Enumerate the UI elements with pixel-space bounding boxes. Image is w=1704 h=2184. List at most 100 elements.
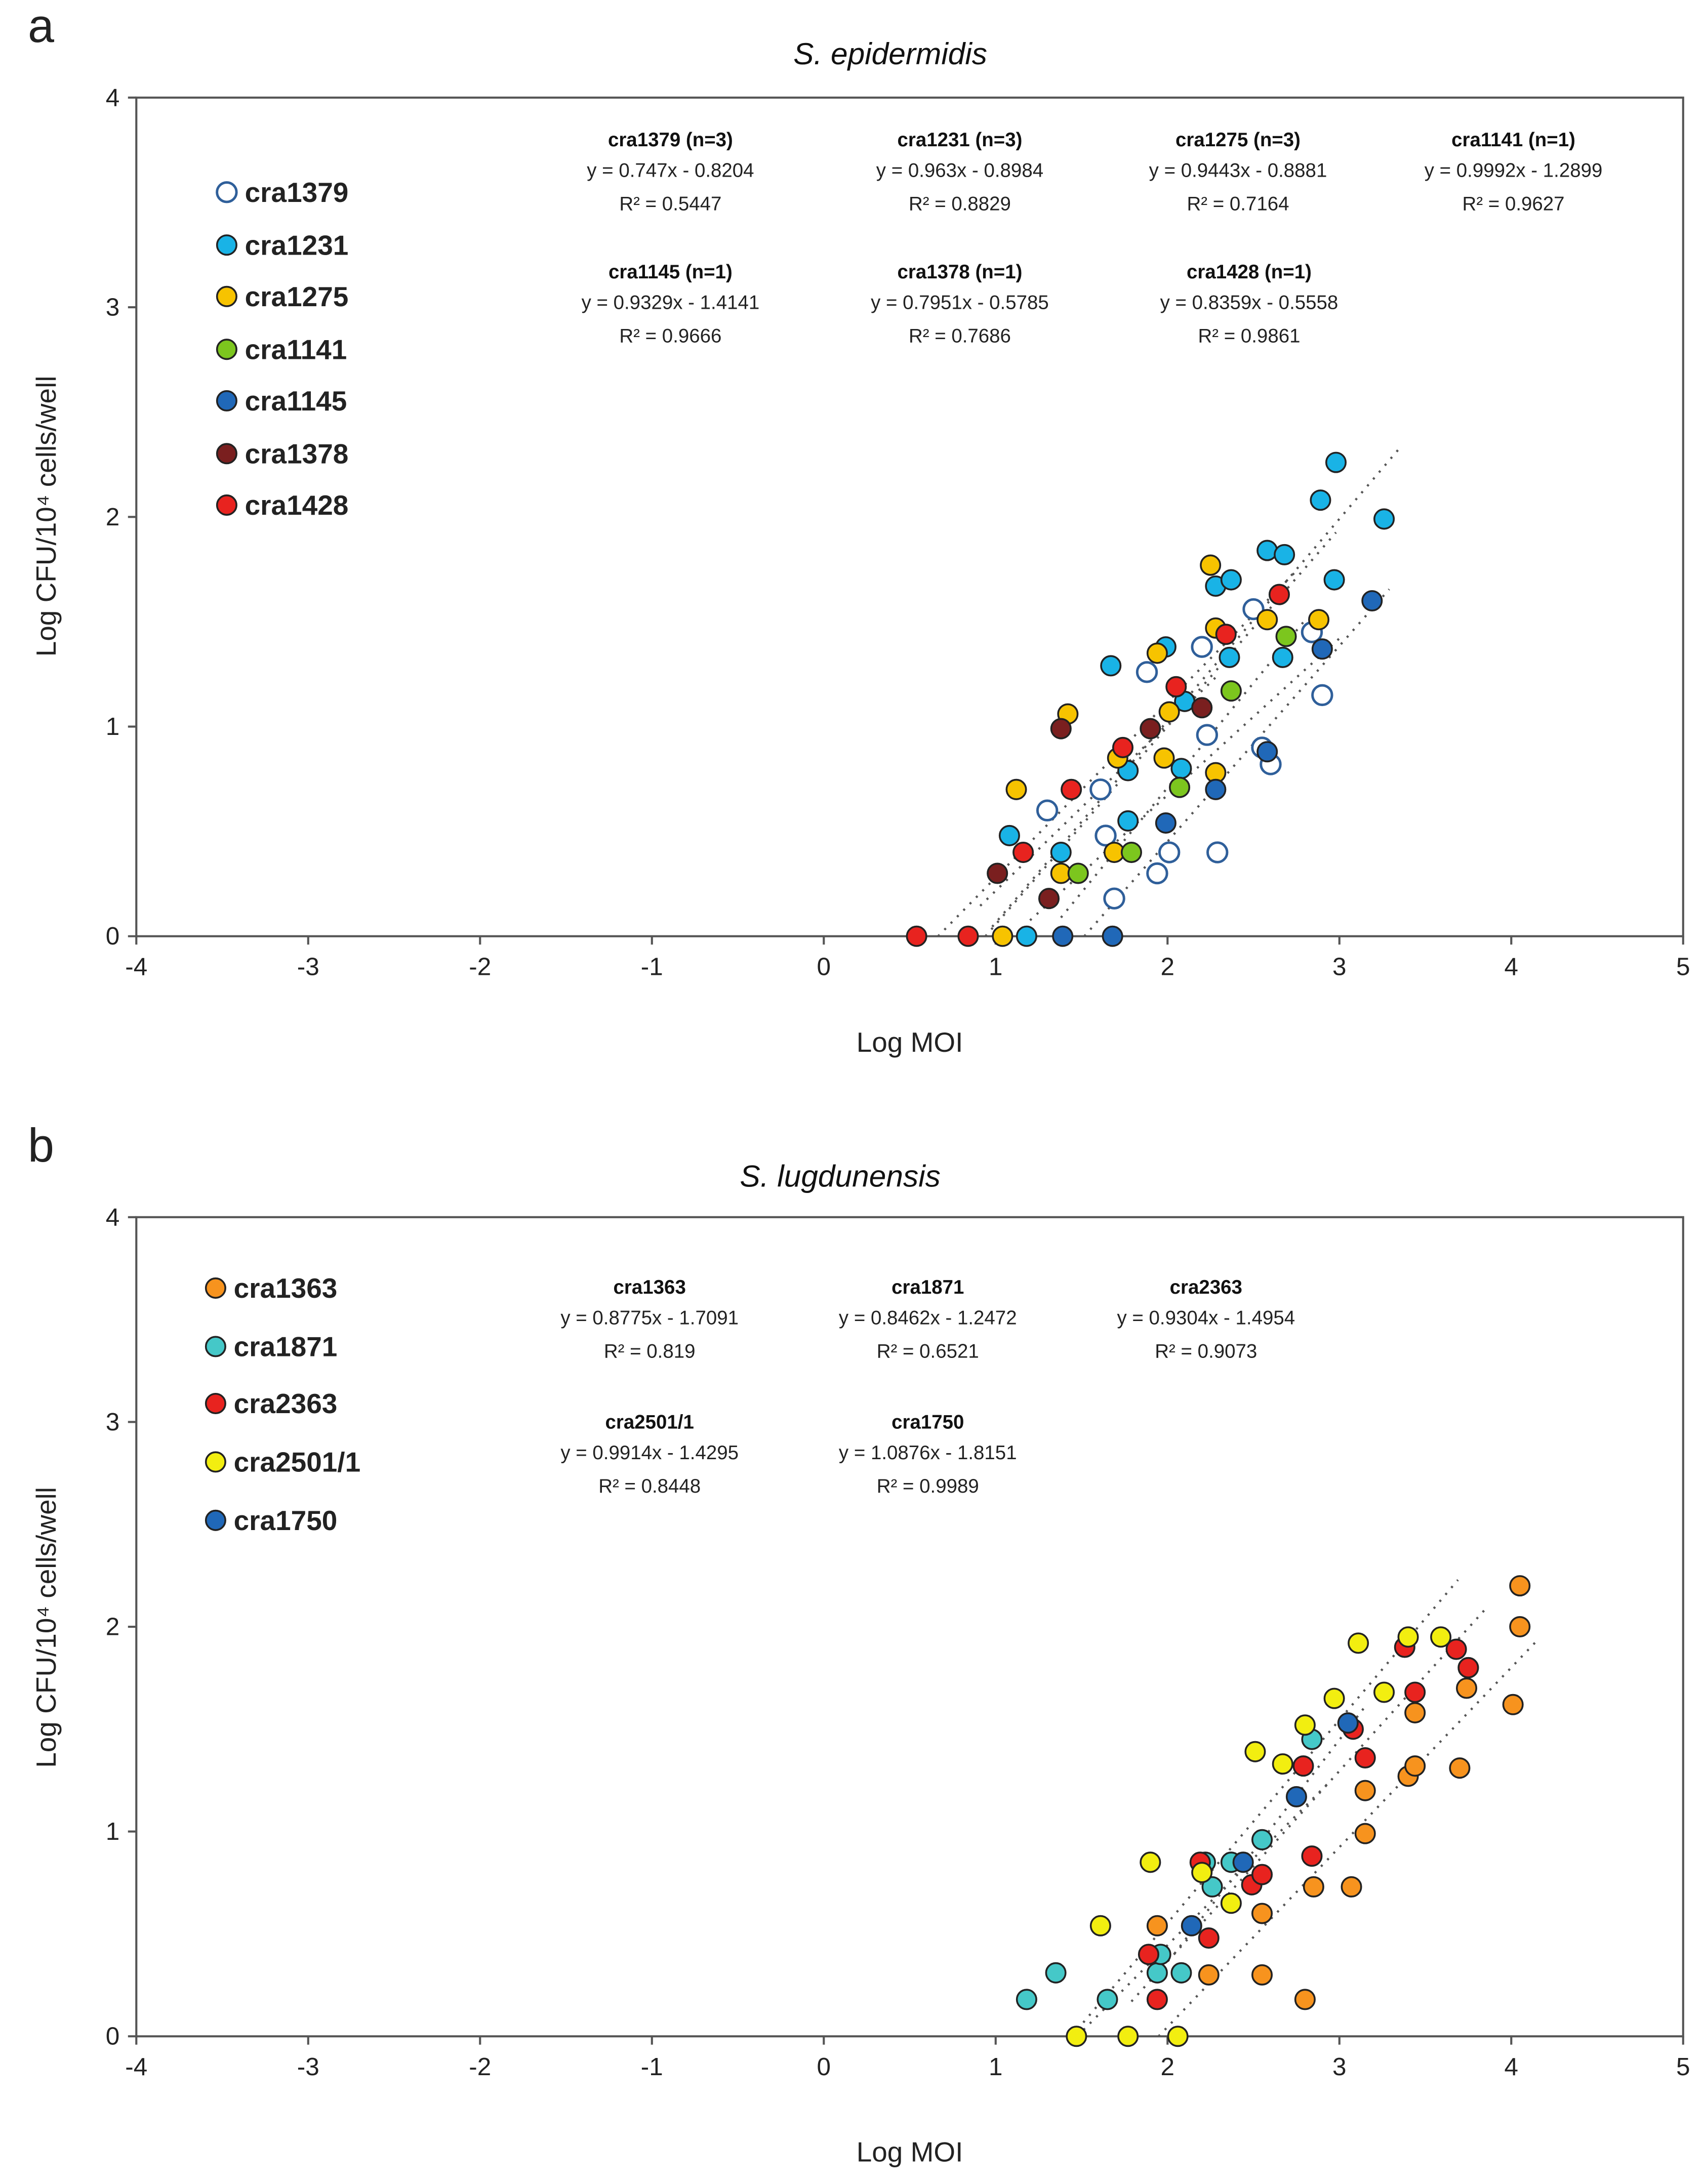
annotation-equation: y = 1.0876x - 1.8151: [839, 1442, 1017, 1464]
x-tick-label: -4: [125, 2053, 147, 2081]
data-point: [1146, 642, 1168, 664]
data-point: [1016, 925, 1037, 947]
annotation-equation: y = 0.9914x - 1.4295: [560, 1442, 739, 1464]
annotation-title: cra1275 (n=3): [1175, 129, 1301, 151]
data-point: [1045, 1962, 1067, 1984]
data-point: [1061, 778, 1082, 800]
x-tick-label: -2: [469, 2053, 491, 2081]
panel-label: a: [28, 0, 54, 52]
data-point: [1251, 1903, 1273, 1924]
data-point: [1089, 1915, 1111, 1936]
annotation-r2: R² = 0.8829: [909, 193, 1011, 215]
annotation-equation: y = 0.9443x - 0.8881: [1149, 159, 1327, 181]
annotation-title: cra1141 (n=1): [1451, 129, 1575, 151]
data-point: [1206, 841, 1229, 863]
data-point: [1311, 638, 1333, 660]
data-point: [1102, 925, 1123, 947]
data-point: [1140, 1851, 1161, 1873]
annotation-r2: R² = 0.5447: [619, 193, 721, 215]
annotation-equation: y = 0.9329x - 1.4141: [582, 292, 760, 314]
x-tick-label: -2: [469, 953, 491, 981]
annotation-r2: R² = 0.9073: [1155, 1340, 1257, 1362]
data-point: [1191, 1862, 1213, 1883]
data-point: [1354, 1780, 1376, 1801]
trendline-cra1428: [937, 570, 1297, 937]
data-point: [1220, 680, 1242, 702]
legend-entry: cra1145: [245, 385, 347, 417]
series-cra1145: [1052, 590, 1383, 947]
legend-entry: cra2501/1: [234, 1447, 361, 1478]
data-point: [1169, 776, 1191, 798]
series-cra1231: [998, 451, 1395, 947]
legend-marker: [205, 1392, 226, 1415]
annotation-r2: R² = 0.9989: [877, 1475, 979, 1497]
annotation-title: cra2501/1: [605, 1411, 694, 1433]
data-point: [1256, 609, 1278, 631]
y-tick-label: 3: [106, 294, 120, 321]
data-point: [1146, 1915, 1168, 1936]
data-point: [1337, 1712, 1359, 1734]
x-tick-label: 3: [1332, 953, 1347, 981]
annotation-equation: y = 0.8359x - 0.5558: [1160, 292, 1338, 314]
data-point: [1301, 1845, 1323, 1867]
data-point: [1430, 1626, 1452, 1648]
data-point: [1308, 609, 1330, 631]
data-point: [1103, 887, 1125, 910]
annotation-r2: R² = 0.819: [604, 1340, 696, 1362]
annotation-r2: R² = 0.7686: [909, 325, 1011, 347]
annotation-r2: R² = 0.9627: [1463, 193, 1565, 215]
trendline-cra1378: [979, 673, 1220, 907]
data-point: [1232, 1851, 1254, 1873]
x-tick-label: -1: [641, 953, 663, 981]
annotation-title: cra1378 (n=1): [897, 261, 1022, 283]
data-point: [1094, 825, 1117, 847]
series-cra1141: [1067, 626, 1297, 884]
chart-title: S. epidermidis: [793, 36, 987, 71]
x-tick-label: 4: [1505, 2053, 1519, 2081]
annotation-equation: y = 0.8462x - 1.2472: [839, 1307, 1017, 1329]
y-tick-label: 1: [106, 713, 120, 740]
legend-entry: cra1871: [234, 1331, 338, 1363]
data-point: [998, 825, 1020, 846]
data-point: [1220, 1892, 1242, 1914]
x-tick-label: 3: [1332, 2053, 1347, 2081]
data-point: [1100, 655, 1122, 677]
data-point: [1292, 1755, 1314, 1777]
x-tick-label: -3: [297, 2053, 319, 2081]
data-point: [1256, 741, 1278, 763]
data-point: [1268, 584, 1290, 605]
data-point: [1404, 1702, 1426, 1723]
data-point: [1181, 1915, 1202, 1936]
annotation-title: cra1145 (n=1): [608, 261, 733, 283]
legend-entry: cra2363: [234, 1388, 338, 1419]
legend-marker: [216, 443, 237, 465]
data-point: [987, 862, 1008, 884]
data-point: [1354, 1823, 1376, 1844]
legend-entry: cra1141: [245, 334, 347, 365]
data-point: [1354, 1747, 1376, 1768]
x-tick-label: 0: [817, 953, 831, 981]
legend-marker: [205, 1336, 226, 1357]
series-cra1378: [987, 697, 1213, 910]
legend-marker: [205, 1277, 226, 1299]
legend-entry: cra1750: [234, 1505, 338, 1536]
data-point: [1016, 1989, 1037, 2010]
data-point: [992, 925, 1013, 947]
data-point: [1275, 626, 1297, 647]
data-point: [1311, 684, 1333, 707]
data-point: [1158, 841, 1181, 863]
data-point: [1457, 1657, 1479, 1678]
data-point: [1205, 778, 1227, 800]
data-point: [1170, 758, 1192, 779]
data-point: [1153, 747, 1175, 769]
data-point: [1404, 1755, 1426, 1777]
data-point: [1052, 925, 1074, 947]
data-point: [1449, 1757, 1471, 1779]
annotation-equation: y = 0.9992x - 1.2899: [1425, 159, 1603, 181]
legend-marker: [205, 1509, 226, 1531]
panel-label: b: [28, 1119, 54, 1172]
x-tick-label: 4: [1505, 953, 1519, 981]
data-point: [1373, 508, 1395, 530]
legend-entry: cra1363: [234, 1272, 338, 1304]
x-tick-label: 5: [1676, 2053, 1690, 2081]
